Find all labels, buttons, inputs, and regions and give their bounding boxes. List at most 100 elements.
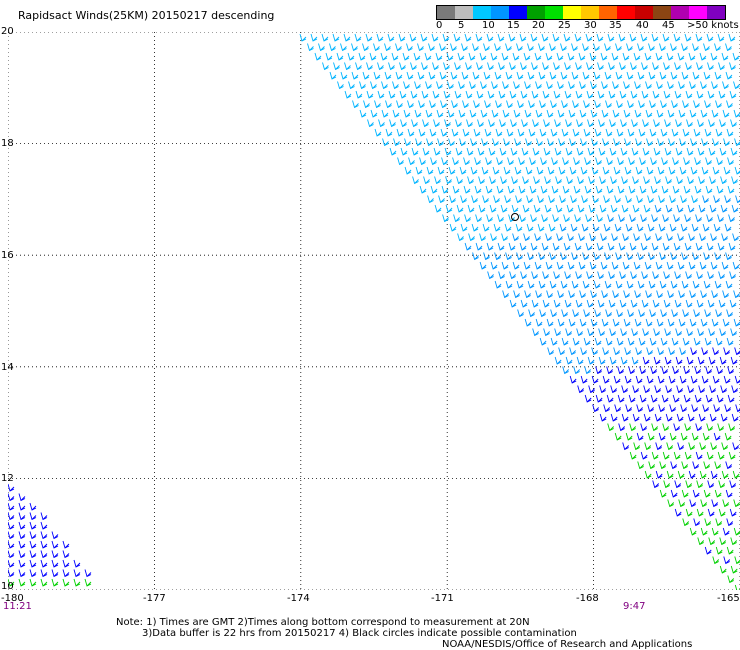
- wind-barb: [575, 62, 582, 71]
- wind-barb: [391, 52, 399, 61]
- wind-barb: [615, 71, 623, 80]
- wind-barb: [727, 575, 735, 584]
- wind-barb: [670, 461, 678, 470]
- wind-barb: [690, 375, 698, 384]
- wind-barb: [533, 204, 541, 213]
- wind-barb: [610, 204, 618, 213]
- wind-barb: [549, 43, 556, 52]
- wind-barb: [709, 385, 717, 394]
- wind-barb: [498, 62, 505, 71]
- wind-barb: [495, 128, 503, 137]
- wind-barb: [664, 328, 671, 337]
- wind-barb: [714, 71, 722, 80]
- wind-barb: [580, 138, 587, 147]
- wind-barb: [608, 271, 615, 280]
- wind-barb: [643, 385, 651, 394]
- wind-barb: [437, 138, 444, 147]
- wind-barb: [404, 166, 412, 175]
- wind-barb: [472, 71, 480, 80]
- wind-barb: [688, 233, 695, 242]
- wind-barb: [694, 157, 701, 166]
- wind-barb: [479, 52, 487, 61]
- wind-barb: [692, 280, 700, 289]
- wind-barb: [40, 531, 48, 540]
- wind-barb: [640, 242, 648, 251]
- wind-barb: [636, 432, 644, 441]
- wind-barb: [591, 347, 598, 356]
- lon-label-minus-168: -168: [576, 593, 599, 604]
- wind-barb: [633, 261, 641, 270]
- wind-barb: [594, 309, 601, 318]
- wind-barb: [705, 185, 713, 194]
- wind-barb: [651, 423, 659, 432]
- wind-barb: [613, 347, 620, 356]
- wind-barb: [576, 119, 583, 128]
- wind-barb: [488, 119, 495, 128]
- wind-barb: [530, 214, 537, 223]
- wind-barb: [684, 33, 692, 42]
- wind-barb: [644, 261, 652, 270]
- wind-barb: [706, 242, 714, 251]
- wind-barb: [695, 451, 703, 460]
- wind-barb: [524, 318, 532, 327]
- wind-barb: [602, 138, 609, 147]
- wind-barb: [481, 138, 488, 147]
- wind-barb: [728, 423, 736, 432]
- wind-barb: [8, 521, 15, 530]
- wind-barb: [541, 214, 548, 223]
- wind-barb: [648, 252, 655, 261]
- wind-barb: [682, 337, 690, 346]
- wind-barb: [674, 271, 681, 280]
- wind-barb: [576, 147, 584, 156]
- wind-barb: [633, 442, 641, 451]
- wind-barb: [513, 290, 520, 299]
- wind-barb: [552, 214, 559, 223]
- wind-barb: [476, 62, 483, 71]
- wind-barb: [453, 33, 461, 42]
- wind-barb: [688, 52, 696, 61]
- wind-barb: [443, 62, 450, 71]
- map-title: Rapidsact Winds(25KM) 20150217 descendin…: [18, 9, 275, 22]
- wind-barb: [578, 52, 586, 61]
- wind-barb: [441, 185, 449, 194]
- lon-label-minus-165: -165: [717, 593, 740, 604]
- wind-barb: [719, 119, 726, 128]
- wind-barb: [604, 280, 612, 289]
- wind-barb: [435, 52, 443, 61]
- wind-barb: [501, 52, 509, 61]
- wind-barb: [707, 62, 714, 71]
- wind-map-plot: [8, 32, 740, 590]
- wind-barb: [575, 90, 583, 99]
- wind-barb: [493, 195, 500, 204]
- wind-barb: [726, 100, 733, 109]
- wind-barb: [18, 569, 26, 578]
- wind-barb: [605, 309, 612, 318]
- wind-barb: [528, 100, 535, 109]
- wind-barb: [410, 62, 417, 71]
- wind-barb: [638, 100, 645, 109]
- wind-barb: [698, 413, 706, 422]
- wind-barb: [535, 290, 542, 299]
- wind-barb: [725, 280, 733, 289]
- wind-barb: [29, 578, 37, 587]
- wind-barb: [430, 185, 438, 194]
- wind-barb: [725, 461, 733, 470]
- wind-barb: [570, 223, 578, 232]
- wind-barb: [426, 138, 433, 147]
- wind-barb: [369, 52, 377, 61]
- wind-barb: [408, 157, 415, 166]
- wind-barb: [733, 109, 740, 118]
- wind-barb: [730, 147, 738, 156]
- wind-barb: [396, 100, 403, 109]
- wind-barb: [722, 109, 730, 118]
- wind-barb: [723, 166, 731, 175]
- wind-barb: [496, 157, 503, 166]
- wind-barb: [615, 43, 622, 52]
- wind-barb: [590, 290, 597, 299]
- wind-barb: [659, 252, 666, 261]
- wind-barb: [644, 52, 652, 61]
- wind-barb: [497, 242, 505, 251]
- wind-barb: [556, 261, 564, 270]
- wind-barb: [710, 261, 718, 270]
- wind-barb: [668, 166, 676, 175]
